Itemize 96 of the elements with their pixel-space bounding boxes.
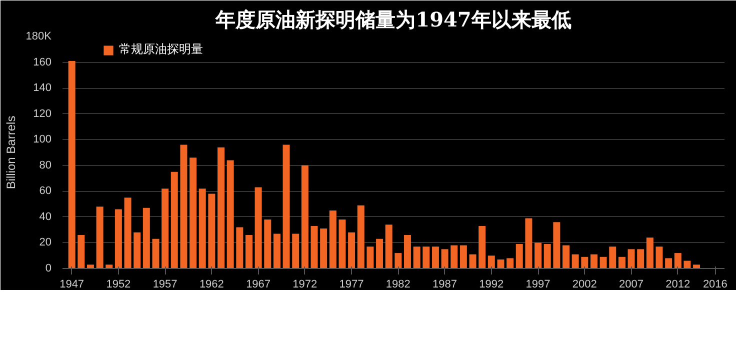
bar (450, 245, 458, 268)
bar (656, 246, 663, 268)
bar (404, 234, 411, 268)
bar (310, 226, 318, 268)
bar (432, 246, 439, 268)
y-tick-label: 60 (39, 185, 52, 198)
bar (86, 264, 94, 268)
bar (394, 253, 402, 268)
x-tick-label: 2016 (702, 278, 728, 290)
y-tick-label: 160 (33, 56, 52, 68)
x-tick-label: 1987 (432, 278, 458, 290)
bar (320, 228, 328, 268)
y-tick-label: 100 (33, 134, 52, 146)
bar (693, 264, 700, 268)
y-tick-label: 120 (33, 108, 52, 120)
bar (152, 238, 160, 268)
bar (544, 244, 551, 268)
bar (124, 198, 132, 268)
bar (142, 208, 150, 268)
bar (78, 234, 85, 268)
y-tick-label: 80 (39, 159, 52, 172)
x-tick-label: 1952 (106, 278, 131, 290)
bar (292, 234, 300, 268)
bar (609, 246, 616, 268)
bar (357, 205, 364, 268)
bar (134, 232, 141, 268)
x-tick-label: 1947 (60, 278, 84, 290)
bar (534, 242, 542, 268)
bar (96, 206, 104, 268)
y-tick-label: 20 (39, 236, 52, 249)
bar (68, 60, 76, 268)
bar (170, 172, 178, 268)
x-tick-label: 2002 (572, 278, 597, 290)
bar (572, 254, 579, 268)
bar (460, 245, 467, 268)
bar (385, 224, 392, 268)
bar (478, 226, 486, 268)
bar (226, 160, 234, 268)
bar (506, 258, 514, 268)
x-tick-label: 1997 (526, 278, 550, 290)
bar (190, 158, 197, 268)
bar (646, 238, 654, 268)
bar (301, 165, 308, 268)
bar (366, 246, 374, 268)
bar (114, 209, 122, 268)
bar (180, 144, 188, 268)
bar (516, 244, 523, 268)
y-tick-label: 40 (39, 210, 52, 223)
x-tick-label: 1962 (199, 278, 224, 290)
bar (236, 227, 244, 268)
x-tick-label: 2007 (619, 278, 644, 290)
bar (665, 258, 672, 268)
bar (422, 246, 430, 268)
bar (245, 234, 252, 268)
x-tick-label: 1992 (479, 278, 504, 290)
bar (600, 256, 607, 268)
bar (338, 220, 346, 268)
bar (254, 187, 262, 268)
bar (590, 254, 598, 268)
bar (198, 188, 206, 268)
bar (637, 249, 644, 268)
y-axis-title: Billion Barrels (4, 116, 18, 190)
bar (562, 245, 570, 268)
bar (264, 220, 272, 268)
x-tick-label: 1982 (386, 278, 410, 290)
bar (497, 259, 504, 268)
x-tick-label: 1972 (292, 278, 318, 290)
x-tick-label: 1957 (152, 278, 178, 290)
bar (469, 254, 476, 268)
bar (674, 253, 682, 268)
bar (525, 218, 532, 268)
bar (488, 256, 495, 268)
x-tick-label: 1967 (246, 278, 271, 290)
bar (553, 222, 560, 268)
bar (413, 246, 420, 268)
bar (329, 210, 336, 268)
bar (106, 264, 113, 268)
legend-label: 常规原油探明量 (119, 41, 203, 58)
bar (441, 249, 448, 268)
bar (628, 249, 635, 268)
y-tick-label: 140 (33, 82, 52, 94)
bar (348, 232, 356, 268)
bar (618, 256, 626, 268)
y-tick-label: 0 (45, 262, 52, 274)
x-tick-label: 2012 (666, 278, 690, 290)
y-tick-label: 180K (26, 30, 52, 42)
chart-title: 年度原油新探明储量为1947年以来最低 (214, 8, 572, 32)
bar (581, 256, 588, 268)
x-tick-label: 1977 (339, 278, 364, 290)
bar (162, 188, 169, 268)
bar (376, 238, 384, 268)
bar (684, 260, 691, 268)
bar (273, 234, 280, 268)
bar (208, 194, 216, 268)
bar (218, 147, 225, 268)
bar (282, 144, 290, 268)
